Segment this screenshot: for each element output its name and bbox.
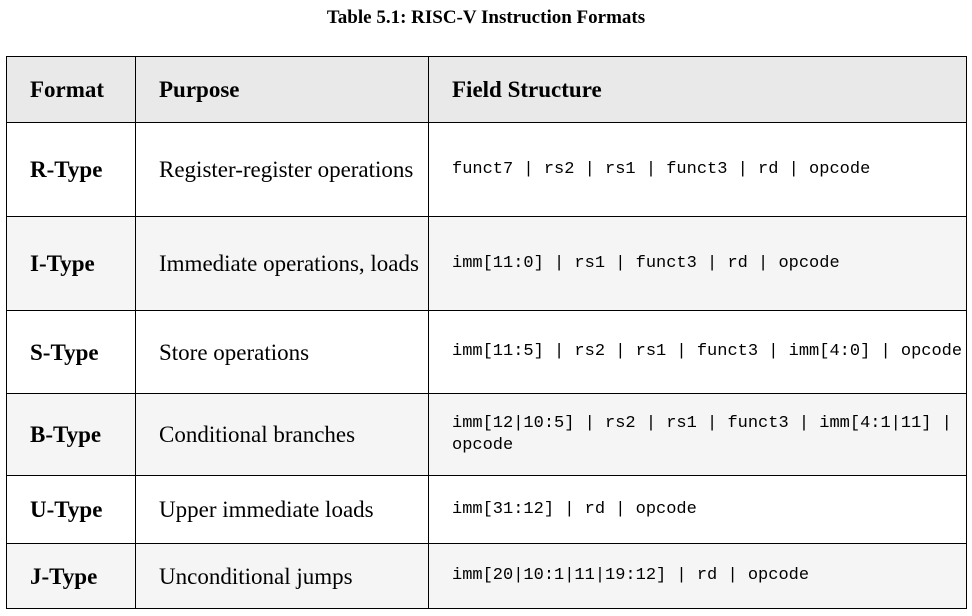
table-row: J-Type Unconditional jumps imm[20|10:1|1…	[6, 543, 967, 609]
format-cell: U-Type	[6, 475, 136, 544]
field-structure-cell: imm[31:12] | rd | opcode	[428, 475, 967, 544]
purpose-cell: Register-register operations	[135, 122, 429, 217]
header-format: Format	[6, 56, 136, 123]
field-structure-cell: imm[20|10:1|11|19:12] | rd | opcode	[428, 543, 967, 609]
format-cell: I-Type	[6, 216, 136, 311]
table-header-row: Format Purpose Field Structure	[6, 56, 967, 123]
field-structure-cell: imm[11:0] | rs1 | funct3 | rd | opcode	[428, 216, 967, 311]
field-structure-cell: funct7 | rs2 | rs1 | funct3 | rd | opcod…	[428, 122, 967, 217]
format-cell: R-Type	[6, 122, 136, 217]
purpose-cell: Upper immediate loads	[135, 475, 429, 544]
table-row: I-Type Immediate operations, loads imm[1…	[6, 216, 967, 311]
table-row: S-Type Store operations imm[11:5] | rs2 …	[6, 310, 967, 394]
format-cell: B-Type	[6, 393, 136, 476]
purpose-cell: Unconditional jumps	[135, 543, 429, 609]
table-caption: Table 5.1: RISC-V Instruction Formats	[326, 7, 646, 28]
purpose-cell: Store operations	[135, 310, 429, 394]
table-row: R-Type Register-register operations func…	[6, 122, 967, 217]
header-purpose: Purpose	[135, 56, 429, 123]
purpose-cell: Conditional branches	[135, 393, 429, 476]
field-structure-cell: imm[12|10:5] | rs2 | rs1 | funct3 | imm[…	[428, 393, 967, 476]
format-cell: S-Type	[6, 310, 136, 394]
table-row: U-Type Upper immediate loads imm[31:12] …	[6, 475, 967, 544]
instruction-formats-table: Format Purpose Field Structure R-Type Re…	[6, 56, 967, 609]
format-cell: J-Type	[6, 543, 136, 609]
purpose-cell: Immediate operations, loads	[135, 216, 429, 311]
header-field-structure: Field Structure	[428, 56, 967, 123]
field-structure-cell: imm[11:5] | rs2 | rs1 | funct3 | imm[4:0…	[428, 310, 967, 394]
table-row: B-Type Conditional branches imm[12|10:5]…	[6, 393, 967, 476]
